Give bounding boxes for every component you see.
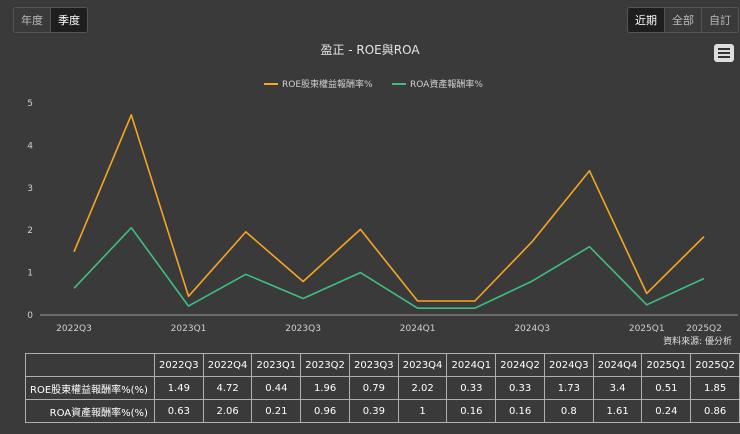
table-cell: 2.06 (202, 399, 253, 423)
data-table: 2022Q3 2022Q4 2023Q1 2023Q2 2023Q3 2023Q4 2024… (25, 353, 740, 423)
table-cell: 1.96 (300, 376, 350, 400)
x-tick-label-3: 2024Q1 (400, 324, 436, 334)
table-cell: 0.16 (495, 399, 545, 423)
x-tick-label-2: 2023Q3 (285, 324, 321, 334)
table-row: ROA資產報酬率%(%) 0.63 2.06 0.21 0.96 0.39 1 0.16 0.1… (25, 399, 740, 423)
period-button-1[interactable]: 季度 (51, 8, 87, 32)
table-cell: 1 (397, 399, 448, 423)
series-line-0[interactable] (73, 114, 705, 302)
table-row-label: ROA資產報酬率%(%) (25, 399, 155, 423)
table-header-cell: 2025Q2 (690, 353, 740, 377)
x-tick-label-0: 2022Q3 (56, 324, 92, 334)
range-button-1[interactable]: 全部 (665, 8, 702, 32)
chart-title: 盈正 - ROE與ROA (320, 43, 420, 57)
table-header-cell: 2024Q4 (592, 353, 643, 377)
table-header-cell: 2022Q4 (202, 353, 253, 377)
source-credit: 資料來源: 優分析 (663, 335, 732, 347)
range-button-2[interactable]: 自訂 (702, 8, 738, 32)
x-tick-label-1: 2023Q1 (171, 324, 207, 334)
table-cell: 1.61 (592, 399, 643, 423)
table-cell: 0.63 (153, 399, 204, 423)
chart-legend[interactable]: ROE股東權益報酬率% ROA資產報酬率% (264, 78, 483, 90)
series-group (73, 114, 705, 310)
y-tick-label-2: 2 (27, 226, 33, 236)
table-cell: 0.21 (251, 399, 302, 423)
table-cell: 0.51 (641, 376, 692, 400)
table-cell: 0.39 (348, 399, 399, 423)
x-tick-label-6: 2025Q2 (686, 324, 722, 334)
table-header-cell: 2023Q1 (251, 353, 302, 377)
table-cell: 0.24 (641, 399, 692, 423)
table-cell: 0.16 (446, 399, 497, 423)
legend-label-1[interactable]: ROA資產報酬率% (410, 78, 483, 90)
table-cell: 0.86 (690, 399, 740, 423)
table-cell: 0.44 (251, 376, 302, 400)
table-cell: 0.96 (300, 399, 350, 423)
chart-menu-icon[interactable] (714, 44, 734, 62)
x-tick-label-5: 2025Q1 (629, 324, 665, 334)
table-cell: 1.49 (153, 376, 204, 400)
range-toggle: 近期 全部 自訂 (627, 7, 739, 33)
table-header-cell: 2023Q2 (300, 353, 350, 377)
table-cell: 3.4 (592, 376, 643, 400)
table-cell: 2.02 (397, 376, 448, 400)
period-button-0[interactable]: 年度 (14, 8, 51, 32)
table-corner-cell (25, 353, 155, 377)
table-cell: 0.79 (348, 376, 399, 400)
table-cell: 1.85 (690, 376, 740, 400)
table-header-cell: 2022Q3 (153, 353, 204, 377)
y-axis: 0 1 2 3 4 5 (27, 99, 33, 321)
table-cell: 0.33 (446, 376, 497, 400)
period-toggle: 年度 季度 (13, 7, 88, 33)
range-button-0[interactable]: 近期 (628, 8, 665, 32)
table-header-cell: 2024Q2 (495, 353, 545, 377)
table-header-cell: 2023Q3 (348, 353, 399, 377)
table-cell: 4.72 (202, 376, 253, 400)
table-header-cell: 2025Q1 (641, 353, 692, 377)
table-cell: 0.8 (543, 399, 594, 423)
x-axis: 2022Q3 2023Q1 2023Q3 2024Q1 2024Q3 2025Q1 2025… (40, 314, 738, 334)
y-tick-label-5: 5 (27, 99, 33, 109)
table-header-cell: 2024Q1 (446, 353, 497, 377)
table-cell: 1.73 (543, 376, 594, 400)
legend-label-0[interactable]: ROE股東權益報酬率% (282, 78, 373, 90)
table-header-cell: 2023Q4 (397, 353, 448, 377)
table-header-row: 2022Q3 2022Q4 2023Q1 2023Q2 2023Q3 2023Q4 2024… (25, 353, 740, 377)
line-chart: 盈正 - ROE與ROA ROE股東權益報酬率% ROA資產報酬率% 0 1 2 3 4 5… (27, 43, 738, 347)
table-row-label: ROE股東權益報酬率%(%) (25, 376, 155, 400)
table-cell: 0.33 (495, 376, 545, 400)
y-tick-label-0: 0 (27, 311, 33, 321)
y-tick-label-4: 4 (27, 141, 33, 151)
table-header-cell: 2024Q3 (543, 353, 594, 377)
series-line-1[interactable] (73, 226, 705, 310)
y-tick-label-3: 3 (27, 184, 33, 194)
table-row: ROE股東權益報酬率%(%) 1.49 4.72 0.44 1.96 0.79 2.02 0.… (25, 376, 740, 400)
y-tick-label-1: 1 (27, 269, 33, 279)
x-tick-label-4: 2024Q3 (514, 324, 550, 334)
